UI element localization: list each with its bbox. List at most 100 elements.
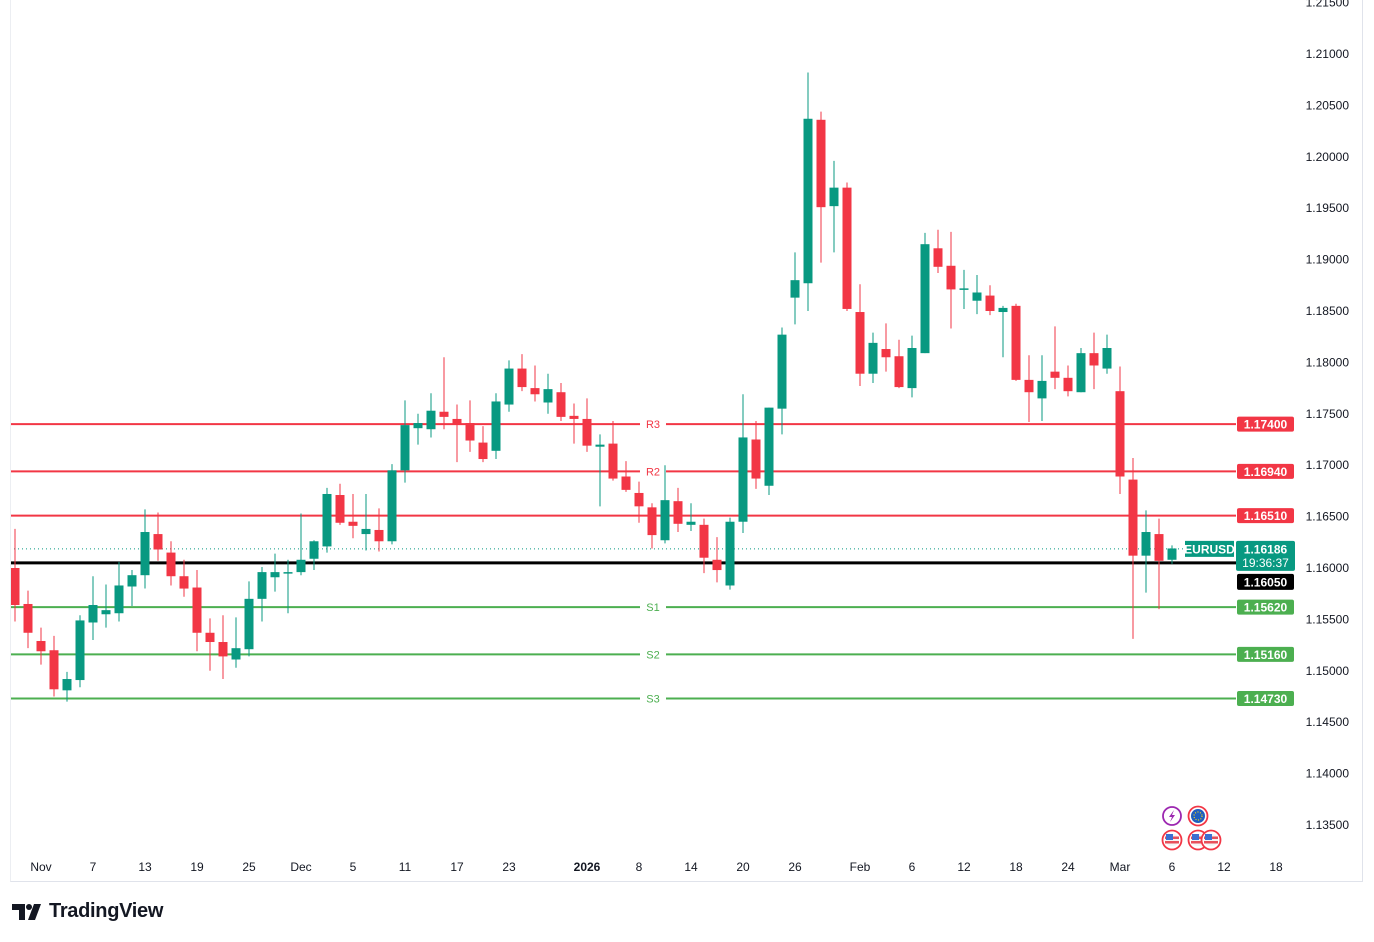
- economic-events[interactable]: [1161, 805, 1222, 851]
- candle[interactable]: [790, 252, 800, 325]
- candle[interactable]: [647, 503, 657, 549]
- candle[interactable]: [686, 503, 696, 531]
- candle[interactable]: [218, 615, 228, 680]
- candle[interactable]: [608, 420, 618, 481]
- tradingview-logo[interactable]: TradingView: [12, 900, 163, 923]
- candle[interactable]: [998, 305, 1008, 358]
- candle[interactable]: [725, 517, 735, 590]
- candle[interactable]: [1050, 326, 1060, 390]
- candle[interactable]: [816, 111, 826, 263]
- us-flag-event-icon[interactable]: [1200, 829, 1222, 851]
- candle[interactable]: [764, 407, 774, 496]
- candle[interactable]: [465, 400, 475, 452]
- candle[interactable]: [907, 335, 917, 398]
- candle[interactable]: [192, 570, 202, 652]
- lightning-event-icon[interactable]: [1162, 806, 1182, 826]
- candle[interactable]: [75, 615, 85, 688]
- candle[interactable]: [1063, 365, 1073, 397]
- candle[interactable]: [946, 231, 956, 329]
- candle[interactable]: [387, 464, 397, 545]
- candle[interactable]: [1024, 355, 1034, 423]
- candle[interactable]: [673, 487, 683, 533]
- candle[interactable]: [777, 327, 787, 435]
- candle[interactable]: [36, 627, 46, 665]
- candle[interactable]: [478, 426, 488, 463]
- candle[interactable]: [920, 232, 930, 354]
- candle[interactable]: [439, 357, 449, 430]
- candle[interactable]: [699, 518, 709, 574]
- candle[interactable]: [49, 635, 59, 697]
- candle[interactable]: [933, 229, 943, 273]
- candle[interactable]: [1167, 545, 1177, 564]
- candle[interactable]: [374, 508, 384, 552]
- candle[interactable]: [114, 561, 124, 622]
- candle[interactable]: [517, 354, 527, 392]
- candle[interactable]: [491, 393, 501, 460]
- candle[interactable]: [634, 481, 644, 523]
- candle[interactable]: [153, 512, 163, 561]
- candle[interactable]: [1141, 510, 1151, 593]
- candle[interactable]: [530, 365, 540, 402]
- candle[interactable]: [829, 160, 839, 253]
- candle[interactable]: [452, 404, 462, 463]
- candle[interactable]: [244, 581, 254, 657]
- candle[interactable]: [231, 617, 241, 668]
- candle[interactable]: [1115, 366, 1125, 494]
- candle[interactable]: [842, 182, 852, 312]
- candle[interactable]: [127, 570, 137, 607]
- candle[interactable]: [62, 671, 72, 702]
- candle[interactable]: [855, 284, 865, 387]
- candle[interactable]: [868, 332, 878, 383]
- price-axis[interactable]: 1.21500 1.21000 1.20500 1.20000 1.19500 1.190…: [1306, 0, 1350, 832]
- time-axis[interactable]: Nov 7 13 19 25 Dec 5 11 17 23 2026 8 14 20 26 Feb 6 12 18 2…: [30, 860, 1283, 874]
- candle[interactable]: [179, 559, 189, 597]
- candle[interactable]: [101, 584, 111, 628]
- candle[interactable]: [10, 528, 20, 622]
- candle[interactable]: [205, 618, 215, 671]
- eu-flag-event-icon[interactable]: [1187, 805, 1209, 827]
- candle[interactable]: [335, 483, 345, 525]
- candle[interactable]: [751, 420, 761, 489]
- candle[interactable]: [140, 509, 150, 589]
- candle[interactable]: [894, 339, 904, 389]
- candle[interactable]: [595, 434, 605, 507]
- candle[interactable]: [348, 493, 358, 539]
- candle[interactable]: [1089, 332, 1099, 390]
- candle[interactable]: [23, 590, 33, 649]
- candle[interactable]: [1154, 518, 1164, 610]
- candle[interactable]: [569, 403, 579, 444]
- candle[interactable]: [1076, 348, 1086, 393]
- candle[interactable]: [738, 394, 748, 534]
- candle[interactable]: [959, 269, 969, 309]
- candle[interactable]: [270, 553, 280, 592]
- candle[interactable]: [283, 559, 293, 614]
- candle[interactable]: [881, 323, 891, 372]
- candle[interactable]: [361, 493, 371, 551]
- candle[interactable]: [972, 275, 982, 315]
- candle[interactable]: [166, 541, 176, 586]
- level-price-label-s3: 1.14730: [1237, 691, 1294, 707]
- candle[interactable]: [1128, 458, 1138, 639]
- candle[interactable]: [88, 576, 98, 640]
- candle[interactable]: [504, 360, 514, 412]
- candle[interactable]: [543, 373, 553, 414]
- candle[interactable]: [413, 413, 423, 445]
- candle[interactable]: [556, 382, 566, 421]
- candle[interactable]: [803, 72, 813, 311]
- candle[interactable]: [660, 465, 670, 544]
- candle[interactable]: [309, 540, 319, 571]
- candle[interactable]: [582, 398, 592, 452]
- candle[interactable]: [621, 461, 631, 492]
- candle[interactable]: [1037, 355, 1047, 421]
- candle[interactable]: [400, 400, 410, 483]
- candle[interactable]: [1102, 334, 1112, 374]
- candle[interactable]: [426, 393, 436, 438]
- candle[interactable]: [1011, 303, 1021, 381]
- candle[interactable]: [322, 487, 332, 553]
- candle[interactable]: [257, 566, 267, 622]
- candle[interactable]: [296, 513, 306, 576]
- candle[interactable]: [712, 537, 722, 583]
- us-flag-event-icon[interactable]: [1161, 829, 1183, 851]
- candle[interactable]: [985, 285, 995, 316]
